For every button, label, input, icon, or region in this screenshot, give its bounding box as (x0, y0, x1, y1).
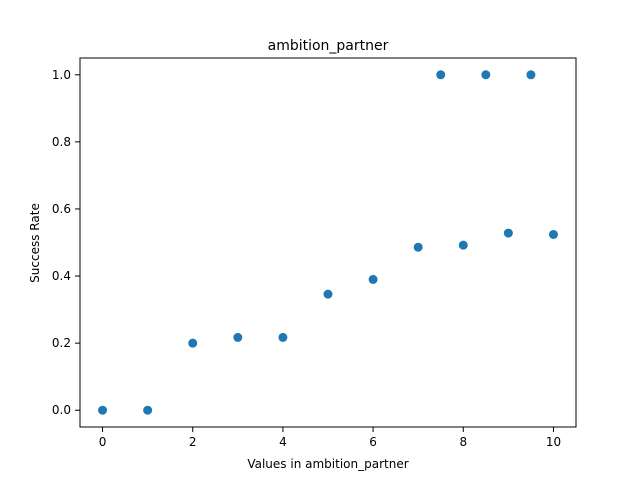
y-tick-label: 0.4 (52, 269, 71, 283)
y-axis-label: Success Rate (28, 203, 42, 283)
y-axis-ticks: 0.0 0.2 0.4 0.6 0.8 1.0 (52, 68, 80, 417)
chart-title: ambition_partner (268, 38, 389, 54)
y-tick-label: 0.6 (52, 202, 71, 216)
x-axis-ticks: 0 2 4 6 8 10 (99, 427, 561, 449)
x-tick-label: 6 (369, 435, 377, 449)
y-tick-label: 0.0 (52, 403, 71, 417)
x-tick-label: 2 (189, 435, 197, 449)
data-point (503, 228, 513, 238)
y-tick-label: 0.2 (52, 336, 71, 350)
y-tick-label: 1.0 (52, 68, 71, 82)
data-point (98, 405, 108, 415)
data-point (436, 70, 446, 80)
data-points (98, 70, 558, 415)
data-point (458, 240, 468, 250)
data-point (481, 70, 491, 80)
x-tick-label: 10 (546, 435, 561, 449)
data-point (143, 405, 153, 415)
data-point (368, 274, 378, 284)
data-point (233, 332, 243, 342)
data-point (548, 229, 558, 239)
x-tick-label: 4 (279, 435, 287, 449)
plot-frame (79, 57, 577, 428)
data-point (278, 332, 288, 342)
data-point (188, 338, 198, 348)
x-tick-label: 8 (459, 435, 467, 449)
data-point (526, 70, 536, 80)
data-point (413, 242, 423, 252)
x-tick-label: 0 (99, 435, 107, 449)
data-point (323, 289, 333, 299)
y-tick-label: 0.8 (52, 135, 71, 149)
x-axis-label: Values in ambition_partner (247, 457, 408, 471)
